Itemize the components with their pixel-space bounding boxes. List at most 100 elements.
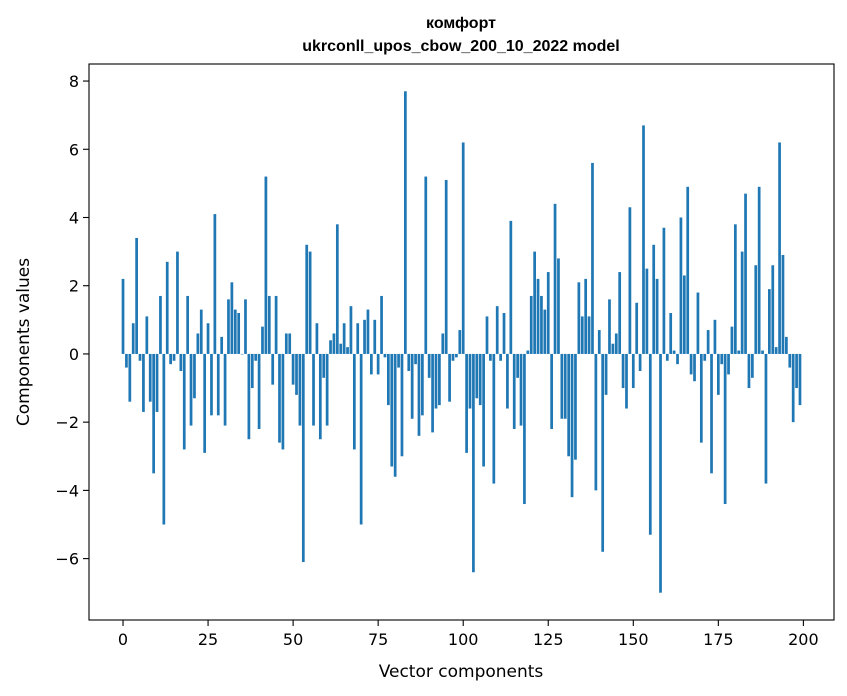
bar-58 (318, 353, 322, 440)
bar-51 (295, 353, 298, 395)
bar-142 (604, 353, 608, 395)
bar-180 (733, 224, 737, 354)
bar-85 (410, 353, 414, 419)
bar-106 (482, 353, 485, 467)
bar-194 (781, 255, 785, 354)
bar-107 (485, 316, 489, 354)
bar-96 (448, 353, 451, 402)
bar-32 (230, 282, 234, 354)
bar-140 (597, 330, 601, 354)
bar-109 (492, 353, 496, 484)
bar-143 (608, 299, 611, 354)
bar-120 (529, 295, 533, 354)
bar-3 (131, 323, 135, 354)
bar-21 (193, 353, 196, 399)
x-tick-label: 25 (198, 630, 218, 649)
bar-167 (689, 353, 693, 375)
bar-172 (706, 330, 710, 354)
bar-98 (455, 353, 458, 358)
y-tick-label: −2 (55, 413, 79, 432)
bar-6 (142, 353, 145, 412)
bar-28 (216, 353, 220, 416)
bar-50 (291, 353, 295, 385)
bar-198 (795, 353, 798, 389)
bar-34 (237, 313, 241, 354)
bar-40 (257, 353, 261, 429)
x-tick-label: 175 (703, 630, 734, 649)
bar-163 (676, 353, 679, 365)
bar-43 (267, 295, 271, 354)
bar-86 (414, 353, 417, 365)
bar-56 (312, 353, 315, 426)
bar-15 (172, 353, 176, 361)
bar-145 (614, 333, 618, 354)
bar-193 (778, 142, 781, 354)
bar-2 (128, 353, 132, 402)
bar-67 (349, 306, 353, 354)
bar-157 (655, 278, 659, 354)
bar-59 (322, 353, 326, 378)
bar-124 (543, 309, 547, 354)
bar-17 (179, 353, 183, 371)
bar-146 (618, 272, 622, 354)
bar-69 (356, 323, 360, 354)
bar-49 (288, 333, 292, 354)
bar-141 (601, 353, 605, 552)
bar-87 (417, 353, 421, 436)
bar-97 (451, 353, 455, 361)
bar-103 (472, 353, 475, 573)
x-tick-label: 75 (368, 630, 388, 649)
bar-135 (580, 316, 584, 354)
bar-136 (584, 278, 588, 354)
bar-161 (669, 313, 673, 354)
bar-128 (557, 258, 560, 354)
bar-7 (145, 316, 149, 354)
bar-158 (659, 353, 662, 593)
bar-195 (785, 336, 788, 354)
bar-91 (431, 353, 434, 433)
bar-82 (400, 353, 404, 457)
bar-123 (540, 295, 543, 354)
bar-122 (536, 278, 540, 354)
x-tick-label: 125 (533, 630, 564, 649)
bar-13 (165, 261, 169, 354)
bar-45 (274, 295, 278, 354)
bar-37 (247, 353, 251, 440)
bar-184 (747, 353, 751, 389)
bar-104 (475, 353, 479, 399)
bar-44 (271, 353, 275, 385)
bar-23 (199, 309, 203, 354)
bar-196 (788, 353, 792, 368)
bar-8 (148, 353, 152, 402)
bar-80 (393, 353, 397, 477)
bar-130 (563, 353, 567, 419)
bar-191 (771, 265, 775, 354)
bar-9 (152, 353, 155, 474)
bar-12 (162, 353, 166, 525)
bar-31 (227, 299, 230, 354)
bar-177 (723, 353, 727, 505)
bar-25 (206, 323, 210, 354)
bar-190 (768, 289, 771, 354)
bar-70 (359, 353, 363, 525)
x-tick-label: 0 (118, 630, 128, 649)
bar-19 (186, 295, 190, 354)
bar-93 (438, 353, 441, 406)
bar-55 (308, 251, 312, 354)
bar-162 (672, 350, 676, 354)
y-tick-label: 6 (69, 140, 79, 159)
y-axis-label: Components values (14, 258, 34, 426)
bar-66 (346, 347, 349, 354)
bar-165 (682, 275, 686, 354)
bar-121 (533, 251, 536, 354)
bar-46 (278, 353, 281, 443)
bar-61 (329, 340, 332, 354)
bar-74 (373, 319, 377, 354)
bar-153 (642, 125, 645, 354)
chart-title: комфорт (426, 15, 496, 32)
bar-168 (693, 353, 696, 382)
bar-39 (254, 353, 258, 361)
bar-60 (325, 353, 329, 426)
bar-133 (574, 353, 577, 460)
